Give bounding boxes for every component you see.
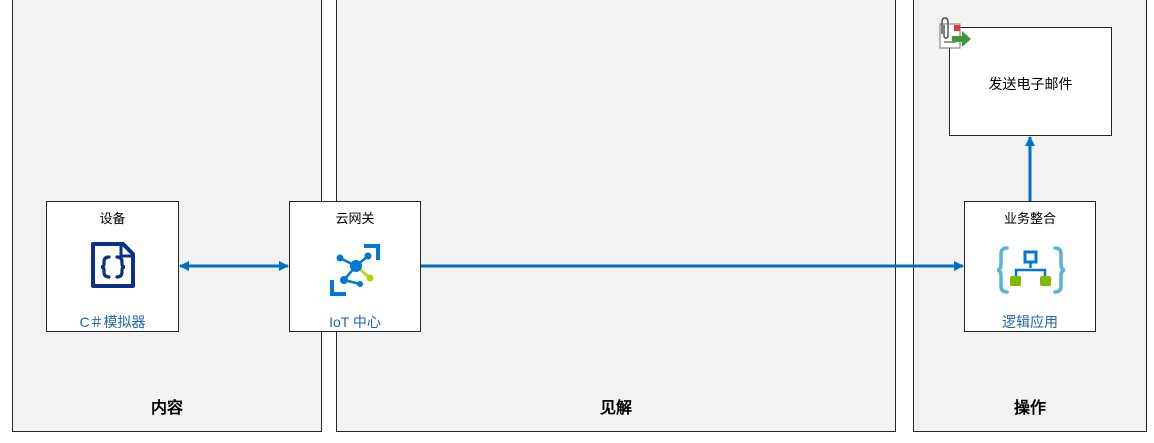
lane-content-label: 内容 — [150, 400, 183, 417]
integration-subtitle: 逻辑应用 — [1002, 314, 1058, 330]
device-title: 设备 — [99, 211, 126, 226]
email-node[interactable]: 发送电子邮件 — [949, 27, 1112, 136]
iot-hub-icon — [330, 244, 380, 296]
csharp-file-icon — [91, 242, 135, 288]
logic-apps-icon — [997, 246, 1065, 294]
lane-insight: 见解 — [336, 0, 896, 432]
gateway-subtitle: IoT 中心 — [329, 314, 381, 330]
integration-node[interactable]: 业务整合 逻辑应用 — [964, 201, 1096, 332]
lane-insight-label: 见解 — [599, 400, 632, 417]
device-subtitle: C＃模拟器 — [79, 314, 146, 330]
lane-action-label: 操作 — [1013, 400, 1046, 417]
integration-title: 业务整合 — [1003, 211, 1056, 226]
gateway-node[interactable]: 云网关 IoT 中心 — [289, 201, 421, 332]
email-label: 发送电子邮件 — [988, 76, 1073, 92]
gateway-title: 云网关 — [335, 211, 375, 226]
email-attachment-icon — [939, 17, 971, 49]
device-node[interactable]: 设备 C＃模拟器 — [46, 201, 179, 332]
